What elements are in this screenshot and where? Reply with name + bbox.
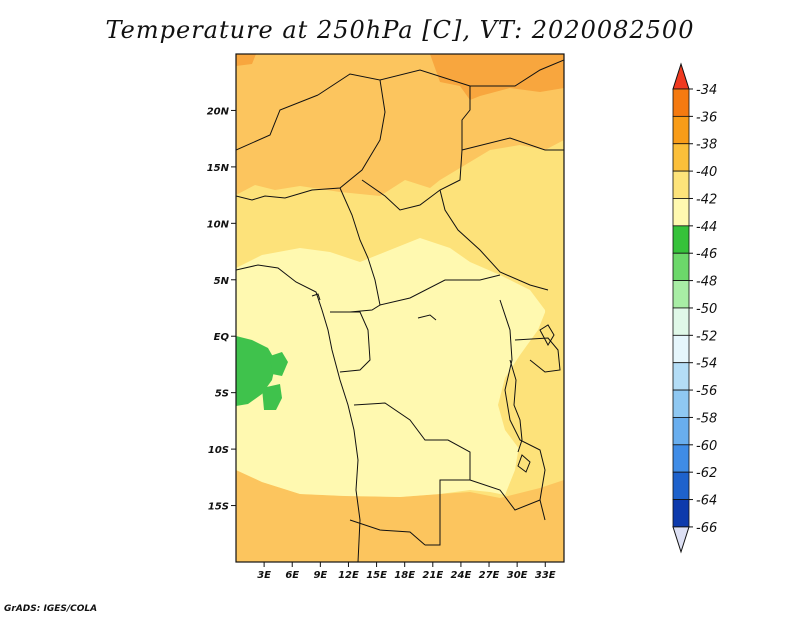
field-band-cold-patch-2 xyxy=(262,384,282,410)
lat-tick-label: EQ xyxy=(214,332,230,343)
colorbar-swatch xyxy=(672,334,690,364)
colorbar-swatch xyxy=(672,362,690,391)
lon-tick-label: 12E xyxy=(338,570,359,581)
field-band-cold-patch-1 xyxy=(236,336,276,406)
longitude-axis: 3E 6E 9E 12E 15E 18E 21E 24E 27E 30E 33E xyxy=(257,562,556,581)
lon-tick-label: 27E xyxy=(479,570,500,581)
lon-tick-label: 6E xyxy=(285,570,299,581)
colorbar-label: -56 xyxy=(696,384,717,399)
colorbar-swatch xyxy=(672,88,690,117)
colorbar-label: -44 xyxy=(696,220,717,235)
lat-tick-label: 10S xyxy=(208,445,229,456)
lat-tick-label: 5S xyxy=(215,389,229,400)
lat-tick-label: 5N xyxy=(214,276,230,287)
temperature-field xyxy=(236,54,564,562)
field-band-northeast xyxy=(430,54,564,100)
lon-tick-label: 9E xyxy=(313,570,327,581)
grads-credit: GrADS: IGES/COLA xyxy=(4,604,98,614)
lon-tick-label: 30E xyxy=(507,570,528,581)
colorbar-label: -40 xyxy=(696,165,717,180)
chart-title: Temperature at 250hPa [C], VT: 202008250… xyxy=(105,16,695,44)
colorbar-swatch xyxy=(672,499,690,528)
colorbar-swatch xyxy=(672,225,690,254)
field-band-cold-patch-3 xyxy=(270,352,288,376)
lat-tick-label: 15N xyxy=(207,163,230,174)
colorbar-bottom-arrow xyxy=(672,526,690,554)
lon-tick-label: 21E xyxy=(422,570,443,581)
colorbar-swatch xyxy=(672,115,690,145)
colorbar-swatch xyxy=(672,471,690,500)
colorbar-label: -60 xyxy=(696,439,717,454)
colorbar-swatch xyxy=(672,170,690,199)
colorbar-label: -62 xyxy=(696,466,717,481)
colorbar-label: -42 xyxy=(696,192,717,207)
colorbar-swatch xyxy=(672,252,690,281)
colorbar: -34 -36 -38 -40 -42 -44 -46 -48 -50 -52 -54 -56 -58 -… xyxy=(672,62,717,554)
colorbar-label: -66 xyxy=(696,521,717,536)
colorbar-label: -58 xyxy=(696,411,717,426)
map-frame xyxy=(235,53,565,563)
lon-tick-label: 3E xyxy=(257,570,271,581)
field-band-south xyxy=(236,470,564,562)
colorbar-label: -50 xyxy=(696,302,717,317)
lat-tick-label: 15S xyxy=(208,502,229,513)
lat-tick-label: 20N xyxy=(207,106,230,117)
colorbar-label: -34 xyxy=(696,83,717,98)
field-band-central xyxy=(236,238,548,497)
colorbar-swatch xyxy=(672,444,690,473)
colorbar-label: -36 xyxy=(696,110,717,125)
field-band-northwest xyxy=(236,54,256,66)
colorbar-swatch xyxy=(672,307,690,336)
colorbar-swatch xyxy=(672,389,690,418)
colorbar-swatch xyxy=(672,280,690,309)
colorbar-label: -46 xyxy=(696,247,717,262)
lakes xyxy=(311,293,555,473)
country-borders xyxy=(236,59,564,562)
lat-tick-label: 10N xyxy=(207,219,230,230)
lon-tick-label: 15E xyxy=(366,570,387,581)
lon-tick-label: 33E xyxy=(535,570,556,581)
colorbar-label: -64 xyxy=(696,494,717,509)
colorbar-swatch xyxy=(672,143,690,172)
field-band-east xyxy=(498,250,564,470)
colorbar-label: -52 xyxy=(696,329,717,344)
lon-tick-label: 24E xyxy=(451,570,472,581)
colorbar-label: -38 xyxy=(696,138,717,153)
colorbar-label: -48 xyxy=(696,275,717,290)
colorbar-label: -54 xyxy=(696,357,717,372)
colorbar-swatch xyxy=(672,417,690,446)
lon-tick-label: 18E xyxy=(394,570,415,581)
latitude-axis: 20N 15N 10N 5N EQ 5S 10S 15S xyxy=(207,106,236,513)
colorbar-swatch xyxy=(672,198,690,227)
colorbar-top-arrow xyxy=(672,62,690,90)
